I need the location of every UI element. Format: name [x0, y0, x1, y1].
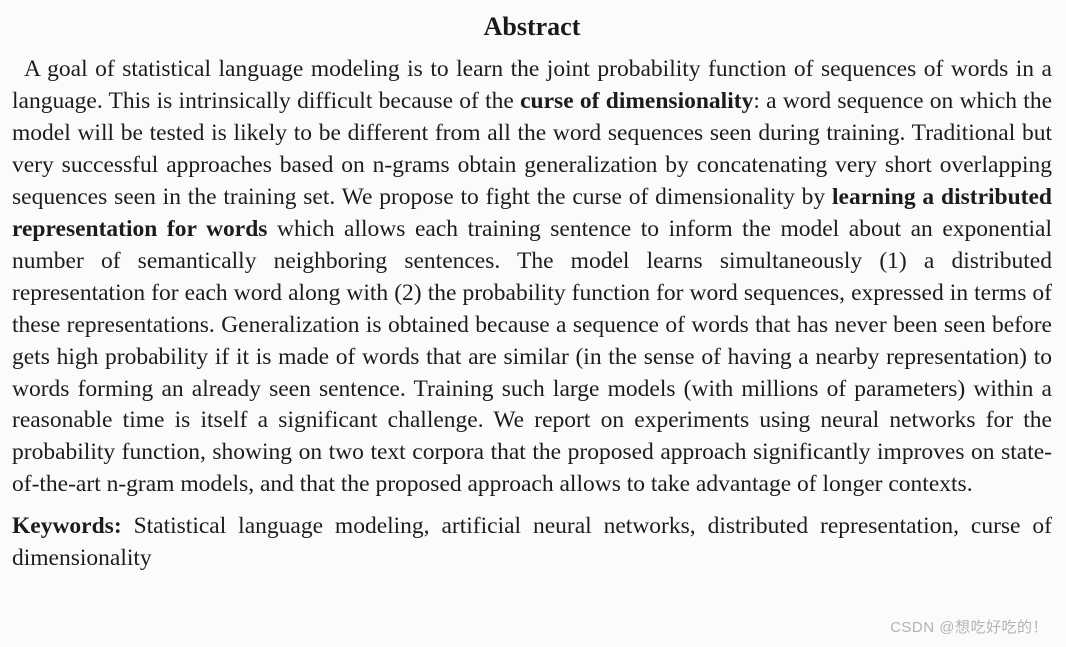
- keywords-text: Statistical language modeling, artificia…: [12, 513, 1052, 571]
- keywords-label: Keywords:: [12, 513, 122, 539]
- abstract-body: A goal of statistical language modeling …: [12, 54, 1052, 501]
- watermark-text: CSDN @想吃好吃的！: [890, 616, 1048, 637]
- keywords-line: Keywords: Statistical language modeling,…: [12, 511, 1052, 575]
- abstract-title: Abstract: [12, 12, 1052, 42]
- abstract-container: Abstract A goal of statistical language …: [0, 0, 1066, 585]
- body-text: which allows each training sentence to i…: [12, 216, 1052, 498]
- bold-phrase: curse of dimensionality: [520, 88, 753, 114]
